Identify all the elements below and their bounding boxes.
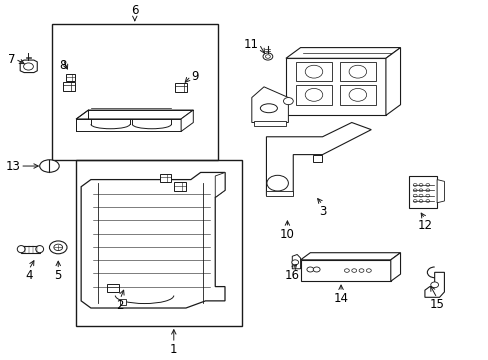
Polygon shape (20, 60, 37, 73)
Text: 9: 9 (190, 69, 198, 83)
Circle shape (412, 199, 416, 202)
Text: 10: 10 (280, 228, 294, 241)
Polygon shape (408, 176, 436, 208)
Text: 8: 8 (60, 59, 67, 72)
Polygon shape (436, 180, 444, 203)
Polygon shape (76, 110, 193, 119)
Text: 6: 6 (131, 4, 138, 17)
Circle shape (344, 269, 348, 272)
Circle shape (358, 269, 363, 272)
Polygon shape (215, 172, 224, 197)
Bar (76, 160, 242, 326)
Circle shape (348, 65, 366, 78)
Bar (174, 183, 185, 191)
Circle shape (306, 267, 313, 272)
Polygon shape (300, 260, 390, 281)
Bar (159, 174, 171, 182)
Polygon shape (266, 122, 370, 195)
Bar (339, 62, 375, 81)
Text: 3: 3 (318, 204, 325, 217)
Text: 12: 12 (417, 219, 431, 232)
Circle shape (418, 189, 422, 192)
Polygon shape (76, 119, 181, 131)
Circle shape (412, 189, 416, 192)
Polygon shape (285, 58, 385, 115)
Circle shape (49, 241, 67, 254)
Ellipse shape (40, 160, 59, 172)
Text: 16: 16 (284, 270, 299, 283)
Polygon shape (285, 48, 400, 58)
Bar (312, 155, 321, 162)
Polygon shape (81, 172, 224, 308)
Bar (295, 62, 331, 81)
Circle shape (265, 55, 270, 58)
Bar (52, 24, 217, 160)
Text: 4: 4 (25, 270, 33, 283)
Circle shape (291, 260, 298, 265)
Text: 5: 5 (55, 270, 62, 283)
Circle shape (412, 184, 416, 186)
Polygon shape (266, 191, 293, 195)
Bar (339, 85, 375, 105)
Circle shape (425, 184, 429, 186)
Circle shape (418, 184, 422, 186)
Text: 11: 11 (244, 37, 259, 50)
Polygon shape (21, 246, 40, 253)
Bar (62, 82, 75, 91)
Polygon shape (300, 253, 400, 260)
Ellipse shape (260, 104, 277, 113)
Circle shape (418, 199, 422, 202)
Circle shape (425, 199, 429, 202)
Text: 15: 15 (429, 298, 444, 311)
Circle shape (266, 175, 288, 191)
Circle shape (418, 194, 422, 197)
Circle shape (305, 89, 322, 101)
Circle shape (425, 194, 429, 197)
Circle shape (283, 98, 293, 105)
Circle shape (263, 53, 272, 60)
Circle shape (23, 63, 33, 70)
Bar (65, 75, 75, 81)
Ellipse shape (36, 246, 43, 253)
Bar (295, 85, 331, 105)
Polygon shape (424, 272, 444, 297)
Circle shape (366, 269, 370, 272)
Circle shape (425, 189, 429, 192)
Text: 14: 14 (333, 292, 348, 305)
Polygon shape (390, 253, 400, 281)
Circle shape (313, 267, 320, 272)
Circle shape (351, 269, 356, 272)
Bar (174, 83, 187, 92)
Polygon shape (181, 110, 193, 131)
Bar (107, 284, 119, 292)
Text: 2: 2 (116, 299, 123, 312)
Polygon shape (251, 87, 288, 122)
Text: 13: 13 (5, 159, 20, 172)
Text: 7: 7 (8, 53, 15, 66)
Circle shape (412, 194, 416, 197)
Bar (254, 121, 285, 126)
Polygon shape (120, 299, 126, 305)
Text: 1: 1 (170, 343, 177, 356)
Circle shape (430, 282, 438, 288)
Circle shape (54, 244, 62, 251)
Polygon shape (385, 48, 400, 115)
Circle shape (305, 65, 322, 78)
Circle shape (348, 89, 366, 101)
Polygon shape (292, 255, 300, 269)
Ellipse shape (17, 246, 25, 253)
